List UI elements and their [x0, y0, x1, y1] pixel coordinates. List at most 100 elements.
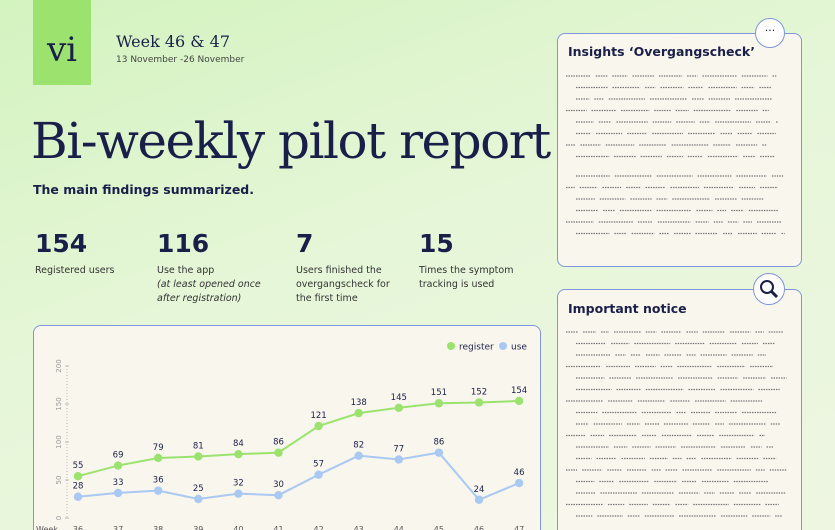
chat-icon: ···	[755, 18, 785, 48]
data-point	[73, 472, 83, 481]
logo: vi	[46, 30, 78, 70]
x-tick-label: 40	[233, 525, 243, 530]
dates: 13 November -26 November	[116, 55, 245, 65]
x-tick-label: 43	[354, 525, 364, 530]
data-label: 154	[511, 386, 527, 396]
stat-label: Registered users	[35, 265, 115, 276]
stat-value: 7	[296, 229, 314, 258]
data-label: 30	[273, 480, 284, 490]
data-point	[314, 421, 323, 431]
y-tick-label: 50	[55, 476, 63, 485]
data-point	[194, 452, 203, 461]
data-label: 121	[310, 411, 326, 421]
panel-title: Important notice	[568, 301, 687, 316]
chart: 0 50 100 150 200 36 37 38 39 40 41 42 43 44 45 46 47 Week…	[36, 342, 527, 530]
stat-label: Times the symptom tracking is used	[419, 265, 514, 290]
notice-panel: Important notice	[557, 289, 802, 530]
y-tick-label: 0	[55, 516, 63, 520]
x-axis-label: Week	[36, 525, 58, 530]
insights-panel: Insights ‘Overgangscheck’	[557, 33, 802, 267]
x-tick-label: 44	[394, 525, 404, 530]
subtitle: The main findings summarized.	[33, 182, 255, 197]
data-point	[394, 455, 403, 464]
data-point	[474, 495, 484, 504]
data-label: 28	[73, 482, 84, 492]
data-point	[394, 403, 403, 412]
x-tick-label: 46	[474, 525, 484, 530]
stat-note: (at least opened once after registration…	[157, 279, 261, 304]
title: Bi-weekly pilot report	[31, 112, 551, 170]
x-tick-label: 42	[314, 525, 324, 530]
data-label: 82	[353, 441, 364, 451]
legend-dot	[447, 342, 455, 350]
placeholder-text	[566, 331, 787, 517]
data-point	[113, 488, 123, 498]
x-tick-label: 37	[113, 525, 123, 530]
stat-value: 116	[157, 229, 210, 258]
panel-title: Insights ‘Overgangscheck’	[568, 44, 755, 59]
data-label: 138	[351, 398, 367, 408]
x-tick-label: 47	[514, 525, 524, 530]
data-point	[73, 492, 83, 501]
data-point	[234, 449, 243, 459]
x-tick-label: 38	[153, 525, 163, 530]
series-line	[77, 399, 520, 478]
x-tick-label: 41	[273, 525, 283, 530]
search-icon	[753, 273, 785, 305]
x-tick-label: 36	[73, 525, 83, 530]
stat-value: 154	[35, 229, 88, 258]
data-label: 79	[153, 443, 164, 453]
data-point	[514, 478, 524, 488]
data-label: 33	[113, 478, 124, 488]
data-label: 24	[474, 485, 485, 495]
stat: 154 Registered users	[35, 229, 140, 278]
data-label: 25	[193, 484, 204, 494]
data-label: 77	[393, 444, 404, 454]
stat: 7 Users finished the overgangscheck for t…	[296, 229, 401, 306]
data-label: 145	[391, 393, 407, 403]
stat: 15 Times the symptom tracking is used	[419, 229, 524, 292]
stat: 116 Use the app (at least opened once afte…	[157, 229, 262, 306]
data-label: 57	[313, 460, 324, 470]
data-point	[274, 448, 283, 457]
data-point	[434, 448, 444, 457]
data-point	[474, 398, 484, 407]
series-line	[77, 451, 520, 501]
legend-label: use	[511, 343, 527, 353]
y-tick-label: 200	[55, 359, 63, 372]
week: Week 46 & 47	[116, 32, 230, 51]
y-tick-label: 100	[55, 435, 63, 448]
data-point	[194, 494, 203, 504]
data-label: 86	[273, 438, 284, 448]
data-label: 84	[233, 439, 244, 449]
data-label: 152	[471, 387, 487, 397]
data-point	[354, 408, 363, 418]
data-label: 81	[193, 441, 204, 451]
logo-box: vi	[33, 0, 91, 85]
x-tick-label: 39	[193, 525, 203, 530]
placeholder-text	[566, 75, 785, 235]
data-label: 55	[73, 461, 84, 471]
stat-label: Use the app	[157, 265, 215, 276]
data-point	[113, 461, 123, 470]
data-point	[154, 453, 163, 463]
data-label: 69	[113, 451, 124, 461]
data-point	[234, 489, 243, 498]
chart-card: 0 50 100 150 200 36 37 38 39 40 41 42 43 44 45 46 47 Week…	[33, 325, 541, 530]
data-label: 86	[433, 438, 444, 448]
data-label: 46	[514, 468, 525, 478]
data-point	[354, 451, 363, 460]
data-point	[514, 396, 524, 406]
stat-label: Users finished the overgangscheck for th…	[296, 265, 390, 304]
data-point	[434, 399, 444, 408]
stat-value: 15	[419, 229, 454, 258]
data-label: 36	[153, 476, 164, 486]
legend-dot	[499, 342, 507, 350]
data-point	[274, 491, 283, 500]
y-tick-label: 150	[55, 397, 63, 410]
data-label: 151	[431, 388, 447, 398]
data-point	[314, 470, 323, 479]
legend-label: register	[459, 343, 494, 353]
data-label: 32	[233, 479, 244, 489]
